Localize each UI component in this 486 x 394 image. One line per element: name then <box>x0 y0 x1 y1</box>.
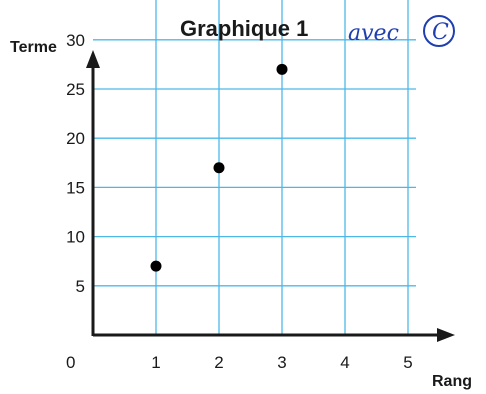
x-axis-arrow-icon <box>437 328 455 342</box>
y-tick-label: 20 <box>66 129 85 148</box>
y-tick-label: 35 <box>66 0 85 1</box>
handwritten-circled-letter: C <box>432 20 449 45</box>
x-axis-title: Rang <box>432 373 472 390</box>
handwritten-text: avec <box>348 21 399 46</box>
x-tick-label: 4 <box>340 353 349 372</box>
y-axis-title: Terme <box>10 39 57 56</box>
handwritten-circle-icon <box>423 15 455 47</box>
data-points <box>150 63 288 272</box>
y-tick-label: 5 <box>76 277 85 296</box>
data-point <box>213 162 225 174</box>
x-tick-label: 2 <box>214 353 223 372</box>
x-tick-label: 5 <box>403 353 412 372</box>
y-tick-label: 10 <box>66 228 85 247</box>
origin-label: 0 <box>66 353 75 372</box>
y-tick-label: 25 <box>66 80 85 99</box>
y-tick-label: 15 <box>66 178 85 197</box>
x-tick-label: 1 <box>151 353 160 372</box>
data-point <box>150 260 162 272</box>
chart-title: Graphique 1 <box>180 16 308 41</box>
handwritten-annotation: avec C <box>348 15 455 47</box>
grid <box>93 0 416 335</box>
x-tick-label: 3 <box>277 353 286 372</box>
tick-labels: 510152025303540455012345 <box>66 0 413 372</box>
axes <box>86 50 455 342</box>
y-axis-arrow-icon <box>86 50 100 68</box>
y-tick-label: 30 <box>66 31 85 50</box>
data-point <box>276 63 288 75</box>
